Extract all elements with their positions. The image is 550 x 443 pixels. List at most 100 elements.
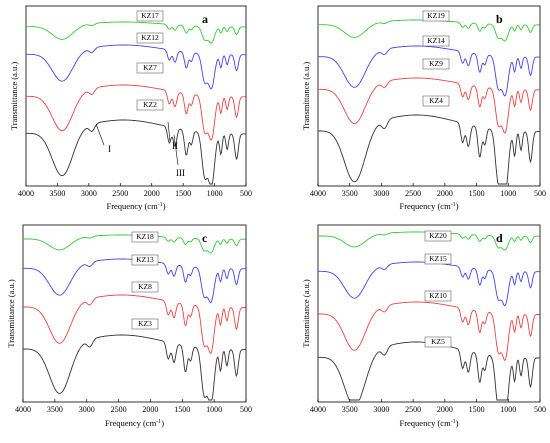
x-tick-label: 1500 [174, 405, 190, 414]
x-tick-label: 2000 [437, 405, 453, 414]
series-tag-box [424, 253, 452, 265]
series-tag-kz2: KZ2 [143, 100, 157, 109]
x-tick-label: 2500 [111, 405, 127, 414]
series-line-kz4 [318, 114, 540, 185]
annotation-leader [167, 121, 171, 142]
y-axis-title: Transmittance (a.u.) [301, 279, 311, 348]
x-tick-label: 4000 [310, 405, 326, 414]
series-tag-box [131, 254, 159, 266]
series-tag-kz8: KZ8 [138, 282, 152, 291]
series-line-kz2 [25, 119, 246, 185]
x-tick-label: 1500 [175, 189, 191, 198]
series-tag-box [422, 95, 450, 107]
x-tick-label: 2500 [405, 189, 421, 198]
x-tick-label: 1000 [500, 189, 516, 198]
y-axis-title: Transmittance (a.u.) [9, 62, 19, 131]
series-tag-kz5: KZ5 [431, 337, 445, 346]
series-tag-box [136, 32, 164, 44]
band-annotation-ii: II [172, 141, 178, 151]
x-tick-label: 2500 [405, 405, 421, 414]
band-annotation-i: I [108, 144, 111, 154]
y-axis-title: Transmittance (a.u.) [301, 62, 311, 131]
x-tick-label: 3000 [373, 189, 389, 198]
x-tick-label: 500 [240, 189, 252, 198]
series-tag-box [424, 230, 452, 242]
series-tag-kz18: KZ18 [136, 232, 154, 241]
x-tick-label: 500 [534, 189, 546, 198]
x-tick-label: 4000 [18, 189, 34, 198]
y-axis-title: Transmittance (a.u.) [6, 279, 16, 348]
x-tick-label: 2000 [144, 189, 160, 198]
series-line-kz5 [318, 341, 540, 401]
panel-label: a [202, 12, 208, 26]
x-axis-title: Frequency (cm-1) [105, 418, 164, 428]
series-tag-kz9: KZ9 [429, 59, 443, 68]
series-tag-kz10: KZ10 [429, 291, 447, 300]
x-tick-label: 3000 [79, 405, 95, 414]
series-tag-kz14: KZ14 [427, 36, 445, 45]
series-tag-box [422, 10, 450, 22]
series-tag-kz15: KZ15 [429, 254, 447, 263]
x-tick-label: 3500 [49, 189, 65, 198]
plot-frame [22, 224, 247, 403]
panel-a: KZ17 KZ12 KZ7 KZ2 4000 3500 3000 2500 2000 1500 10… [9, 5, 252, 211]
plot-frame [317, 224, 541, 403]
panel-d: KZ20 KZ15 KZ10 KZ5 4000 3500 3000 2500 2000 1500 1… [301, 224, 546, 428]
series-line-kz9 [317, 77, 540, 134]
x-tick-label: 3000 [81, 189, 97, 198]
x-tick-label: 2000 [437, 189, 453, 198]
series-line-kz14 [318, 45, 540, 97]
series-tag-box [422, 35, 450, 47]
series-tag-kz20: KZ20 [429, 231, 447, 240]
annotation-leader [95, 123, 105, 146]
series-tag-kz4: KZ4 [429, 96, 443, 105]
series-tag-kz7: KZ7 [143, 63, 157, 72]
series-tag-box [136, 10, 164, 22]
panel-label: b [496, 12, 503, 26]
x-axis-title: Frequency (cm-1) [399, 418, 458, 428]
series-tag-kz13: KZ13 [136, 255, 154, 264]
x-tick-label: 4000 [310, 189, 326, 198]
x-tick-label: 3500 [342, 405, 358, 414]
series-line-kz7 [25, 84, 246, 141]
series-tag-box [424, 336, 452, 348]
series-line-kz17 [26, 21, 246, 44]
series-tag-box [131, 231, 159, 243]
x-tick-label: 3500 [342, 189, 358, 198]
x-tick-label: 3000 [373, 405, 389, 414]
x-tick-label: 500 [534, 405, 546, 414]
series-line-kz10 [318, 301, 540, 361]
plot-frame [25, 5, 247, 187]
plot-frame [317, 5, 541, 187]
series-tag-box [424, 290, 452, 302]
series-line-kz3 [23, 334, 246, 401]
series-line-kz12 [26, 44, 246, 90]
x-tick-label: 4000 [15, 405, 31, 414]
series-line-kz8 [23, 294, 246, 354]
x-tick-label: 2000 [142, 405, 158, 414]
x-tick-label: 1500 [469, 405, 485, 414]
x-tick-label: 1000 [500, 405, 516, 414]
x-axis-title: Frequency (cm-1) [399, 201, 458, 211]
panel-c: KZ18 KZ13 KZ8 KZ3 4000 3500 3000 2500 2000 1500 10… [6, 224, 252, 428]
x-axis-title: Frequency (cm-1) [106, 201, 165, 211]
panel-b: KZ19 KZ14 KZ9 KZ4 4000 3500 3000 2500 2000 1500 10… [301, 5, 546, 211]
x-tick-label: 1000 [207, 189, 223, 198]
series-tag-box [422, 58, 450, 70]
series-tag-kz12: KZ12 [141, 33, 159, 42]
series-tag-box [131, 281, 159, 293]
x-tick-label: 1500 [469, 189, 485, 198]
x-tick-label: 1000 [206, 405, 222, 414]
panel-label: c [202, 231, 208, 245]
annotation-leader [173, 134, 179, 166]
band-annotation-iii: III [176, 168, 185, 178]
series-line-kz13 [23, 258, 246, 304]
panel-label: d [496, 231, 503, 245]
series-tag-box [136, 62, 164, 74]
x-tick-label: 3500 [47, 405, 63, 414]
series-tag-box [136, 99, 164, 111]
series-tag-kz17: KZ17 [141, 11, 159, 20]
series-tag-kz19: KZ19 [427, 11, 445, 20]
series-tag-kz3: KZ3 [138, 319, 152, 328]
